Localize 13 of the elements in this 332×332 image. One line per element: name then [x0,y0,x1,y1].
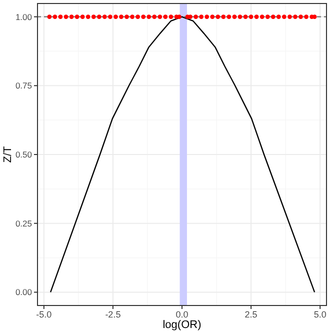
x-axis-title: log(OR) [162,319,202,331]
y-tick-label: 0.50 [15,150,32,160]
x-tick-label: -2.5 [105,309,121,320]
x-tick-label: 5.0 [314,309,326,320]
x-tick-label: 0.0 [176,309,188,320]
y-axis-title: Z/T [2,146,14,163]
y-tick-label: 0.75 [15,80,32,91]
x-tick-label: 2.5 [244,309,258,320]
line-series [50,16,316,293]
y-tick-label: 0.00 [15,287,32,298]
y-tick-label: 0.25 [15,218,32,228]
x-tick-label: -5.0 [36,309,52,320]
y-tick-label: 1.00 [15,12,32,22]
